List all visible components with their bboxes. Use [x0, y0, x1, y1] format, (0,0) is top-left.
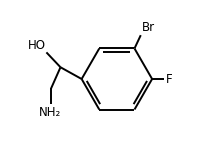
Text: F: F	[165, 73, 172, 85]
Text: HO: HO	[28, 39, 46, 52]
Text: NH₂: NH₂	[38, 106, 61, 119]
Text: Br: Br	[142, 21, 155, 34]
